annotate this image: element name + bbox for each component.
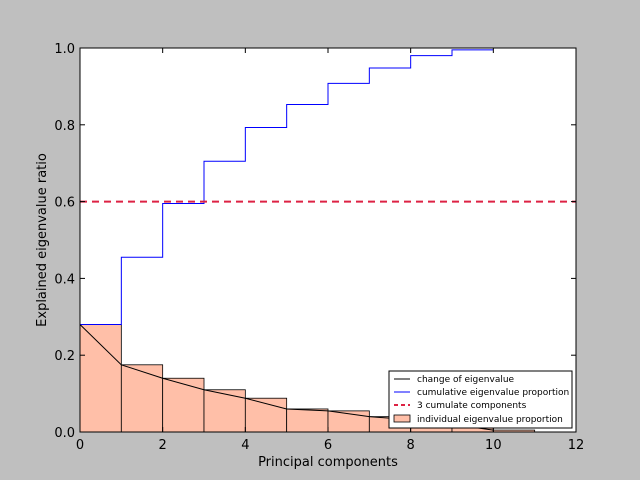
y-ticks: 0.0 0.2 0.4 0.6 0.8 1.0 (54, 42, 576, 441)
eigenvalue-bar (162, 377, 205, 433)
y-axis-title: Explained eigenvalue ratio (35, 153, 50, 327)
x-tick-label: 6 (324, 438, 332, 453)
legend-label-bars: individual eigenvalue proportion (417, 415, 563, 425)
x-tick-label: 10 (485, 438, 502, 453)
legend-swatch-bars (393, 414, 411, 423)
legend-label-eigen-line: change of eigenvalue (417, 375, 515, 385)
cumulative-eigenvalue-step (80, 49, 494, 325)
x-tick-label: 4 (241, 438, 249, 453)
x-tick-label: 2 (159, 438, 167, 453)
eigenvalue-bar (79, 324, 122, 433)
x-axis-title: Principal components (258, 455, 398, 470)
x-tick-label: 0 (76, 438, 84, 453)
legend-box (388, 370, 573, 429)
legend-label-threshold: 3 cumulate components (417, 401, 527, 411)
y-tick-label: 0.6 (54, 196, 75, 211)
eigenvalue-bar (286, 408, 329, 433)
y-tick-label: 0.8 (54, 119, 75, 134)
eigenvalue-bar (120, 364, 164, 433)
legend-label-cumulative: cumulative eigenvalue proportion (417, 388, 569, 398)
legend: change of eigenvalue cumulative eigenval… (388, 370, 573, 429)
y-tick-label: 0.0 (54, 426, 75, 441)
y-tick-label: 0.2 (54, 349, 75, 364)
x-ticks: 0 2 4 6 8 10 12 (76, 48, 584, 453)
x-tick-label: 12 (568, 438, 585, 453)
y-tick-label: 1.0 (54, 42, 75, 57)
y-tick-label: 0.4 (54, 272, 75, 287)
x-tick-label: 8 (407, 438, 415, 453)
eigenvalue-bar (203, 389, 246, 433)
